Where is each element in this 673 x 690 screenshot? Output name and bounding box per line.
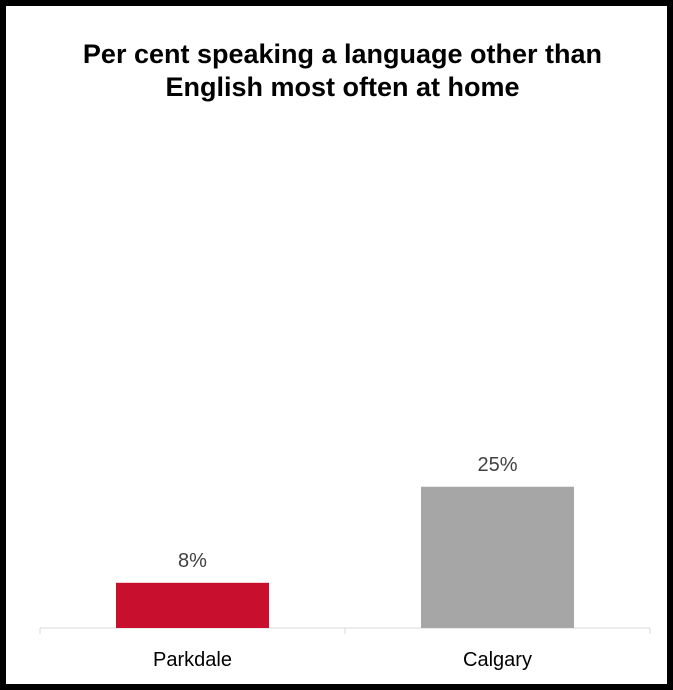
bar-parkdale (116, 582, 269, 628)
data-label-parkdale: 8% (178, 550, 207, 572)
x-tick-label-calgary: Calgary (463, 649, 532, 671)
chart-title: Per cent speaking a language other than … (82, 39, 603, 102)
bar-calgary (421, 486, 574, 628)
data-label-calgary: 25% (477, 454, 517, 476)
x-tick-label-parkdale: Parkdale (153, 649, 232, 671)
